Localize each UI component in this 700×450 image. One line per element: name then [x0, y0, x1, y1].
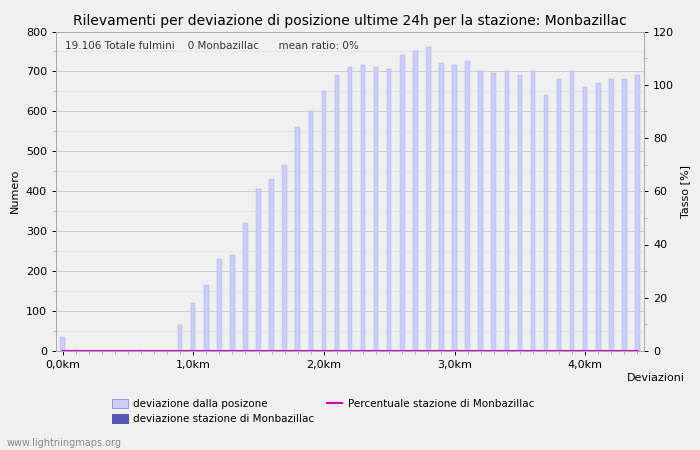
Bar	[335, 76, 339, 351]
Bar	[282, 165, 287, 351]
Bar	[439, 63, 444, 351]
Bar	[426, 47, 430, 351]
Bar	[413, 51, 418, 351]
Y-axis label: Numero: Numero	[10, 169, 20, 213]
Bar	[452, 65, 457, 351]
Bar	[309, 112, 313, 351]
Bar	[635, 76, 640, 351]
Bar	[139, 350, 143, 351]
Bar	[60, 337, 65, 351]
Bar	[374, 68, 379, 351]
Bar	[387, 69, 391, 351]
Bar	[491, 73, 496, 351]
Bar	[556, 79, 561, 351]
Text: 19.106 Totale fulmini    0 Monbazillac      mean ratio: 0%: 19.106 Totale fulmini 0 Monbazillac mean…	[65, 41, 358, 51]
Bar	[517, 76, 522, 351]
Bar	[230, 255, 235, 351]
Bar	[570, 72, 575, 351]
Bar	[478, 72, 483, 351]
X-axis label: Deviazioni: Deviazioni	[626, 374, 685, 383]
Bar	[583, 87, 587, 351]
Bar	[622, 79, 626, 351]
Bar	[321, 91, 326, 351]
Bar	[544, 95, 548, 351]
Bar	[204, 285, 209, 351]
Bar	[178, 325, 183, 351]
Bar	[256, 189, 261, 351]
Title: Rilevamenti per deviazione di posizione ultime 24h per la stazione: Monbazillac: Rilevamenti per deviazione di posizione …	[73, 14, 627, 27]
Bar	[360, 65, 365, 351]
Bar	[505, 72, 509, 351]
Bar	[270, 179, 274, 351]
Legend: deviazione dalla posizone, deviazione stazione di Monbazillac, Percentuale stazi: deviazione dalla posizone, deviazione st…	[108, 395, 538, 428]
Text: www.lightningmaps.org: www.lightningmaps.org	[7, 438, 122, 448]
Bar	[217, 259, 222, 351]
Bar	[74, 350, 78, 351]
Bar	[466, 62, 470, 351]
Bar	[531, 72, 536, 351]
Bar	[609, 79, 614, 351]
Y-axis label: Tasso [%]: Tasso [%]	[680, 165, 689, 218]
Bar	[596, 83, 601, 351]
Bar	[295, 127, 300, 351]
Bar	[400, 55, 405, 351]
Bar	[348, 68, 352, 351]
Bar	[191, 303, 195, 351]
Bar	[243, 223, 248, 351]
